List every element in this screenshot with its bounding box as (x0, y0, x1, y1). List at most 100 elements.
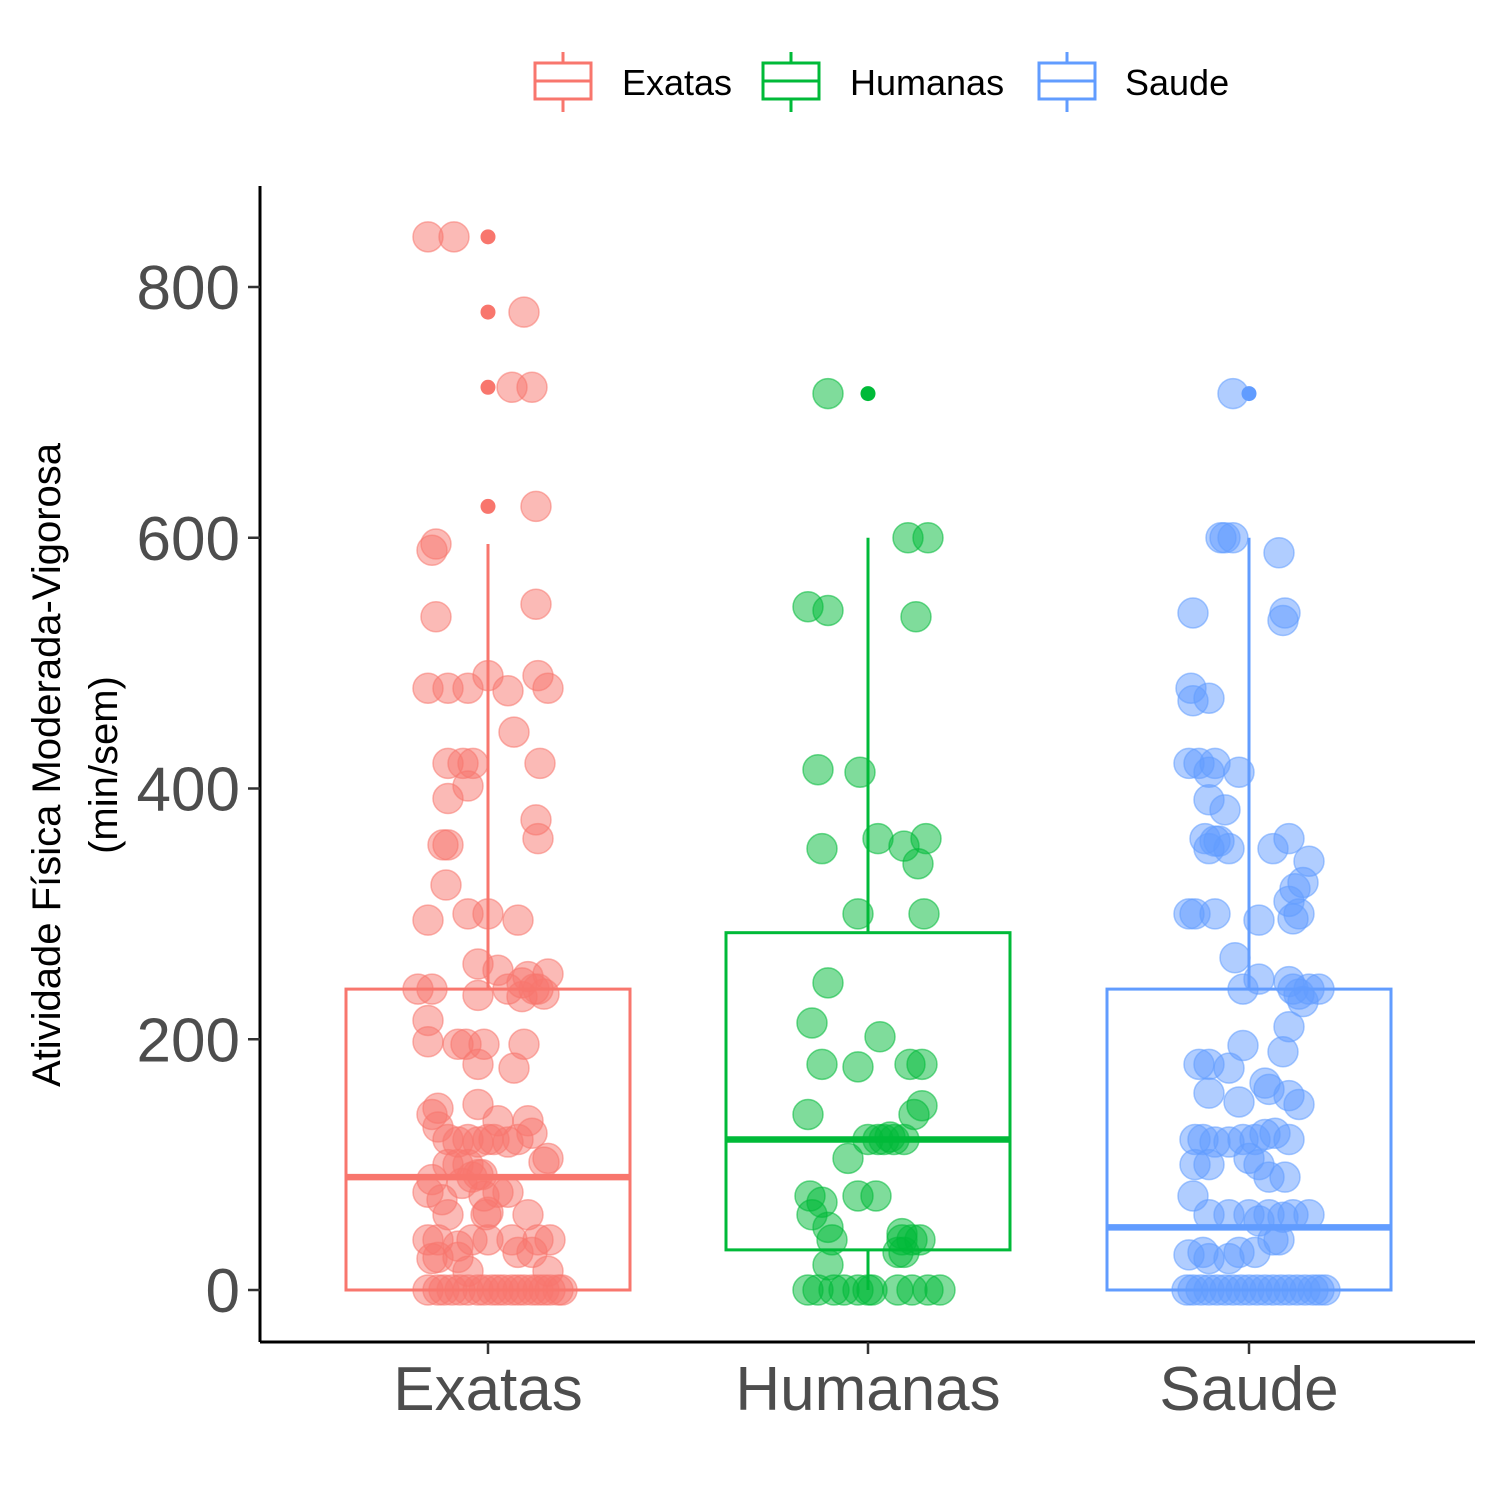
jitter-point (1287, 985, 1319, 1018)
x-tick-label: Humanas (735, 1355, 1000, 1424)
jitter-point (892, 522, 924, 554)
axes: 0 200 400 600 800 Exatas Humanas Saude (137, 186, 1475, 1424)
outlier-point (1241, 386, 1257, 402)
jitter-point (806, 1048, 838, 1081)
jitter-point (520, 588, 552, 620)
jitter-point (842, 898, 874, 930)
jitter-point (1267, 604, 1299, 637)
legend-label: Saude (1125, 62, 1229, 103)
jitter-point (888, 1236, 920, 1269)
jitter-point (524, 747, 556, 780)
jitter-point (792, 1098, 824, 1131)
jitter-point (1213, 832, 1245, 865)
jitter-point (1269, 1161, 1301, 1193)
jitter-point (924, 1274, 956, 1306)
legend-label: Humanas (850, 62, 1004, 103)
jitter-point (1273, 1123, 1305, 1156)
y-tick-label: 800 (137, 254, 240, 323)
jitter-point (522, 822, 554, 855)
jitter-point (412, 1026, 444, 1058)
outlier-point (860, 386, 876, 402)
jitter-point (802, 753, 834, 786)
box-humanas (724, 386, 1012, 1290)
jitter-point (492, 674, 524, 707)
y-tick-label: 200 (137, 1006, 240, 1075)
outlier-point (480, 304, 496, 320)
jitter-point (906, 1089, 938, 1122)
jitter-point (532, 672, 564, 704)
jitter-point (506, 980, 538, 1013)
box-saude (1105, 386, 1393, 1292)
jitter-point (498, 1052, 530, 1084)
jitter-point (1219, 942, 1251, 974)
box-iqr (1105, 987, 1393, 1292)
legend-item-humanas: Humanas (761, 52, 1004, 112)
jitter-point (1223, 1086, 1255, 1118)
jitter-point (502, 904, 534, 936)
jitter-point (900, 600, 932, 633)
legend: Exatas Humanas Saude (533, 52, 1229, 112)
box-iqr (724, 931, 1012, 1252)
legend-label: Exatas (622, 62, 732, 103)
jitter-point (1287, 866, 1319, 899)
jitter-point (1273, 822, 1305, 855)
jitter-point (498, 716, 530, 748)
y-tick-label: 600 (137, 505, 240, 574)
jitter-point (1193, 1148, 1225, 1181)
outlier-point (480, 379, 496, 395)
jitter-point (420, 600, 452, 633)
jitter-point (812, 377, 844, 410)
jitter-point (430, 869, 462, 901)
box-exatas (344, 229, 632, 1292)
jitter-point (1267, 1036, 1299, 1068)
outlier-point (480, 229, 496, 245)
jitter-point (1223, 756, 1255, 788)
jitter-point (860, 1180, 892, 1212)
jitter-point (1193, 1077, 1225, 1109)
jitter-point (1227, 1029, 1259, 1062)
jitter-point (812, 967, 844, 999)
jitter-point (438, 221, 470, 253)
jitter-point (908, 898, 940, 930)
x-tick-label: Saude (1159, 1355, 1338, 1424)
jitter-point (520, 490, 552, 523)
jitter-point (496, 371, 528, 404)
jitter-point (416, 1242, 448, 1275)
y-tick-label: 400 (137, 756, 240, 825)
jitter-point (1217, 522, 1249, 554)
jitter-point (1263, 537, 1295, 569)
jitter-point (468, 1028, 500, 1061)
jitter-point (427, 829, 459, 861)
jitter-point (1209, 794, 1241, 826)
jitter-point (812, 594, 844, 627)
jitter-point (832, 1142, 864, 1175)
jitter-point (1243, 904, 1275, 936)
boxes-layer (344, 229, 1393, 1292)
jitter-point (1199, 898, 1231, 930)
jitter-point (806, 832, 838, 865)
jitter-point (906, 1048, 938, 1081)
jitter-point (516, 1117, 548, 1150)
jitter-point (910, 822, 942, 855)
jitter-point (508, 296, 540, 328)
jitter-point (452, 770, 484, 802)
x-tick-label: Exatas (393, 1355, 583, 1424)
y-tick-label: 0 (206, 1257, 240, 1326)
outlier-point (480, 498, 496, 514)
jitter-point (1213, 1052, 1245, 1084)
jitter-point (416, 534, 448, 567)
jitter-point (472, 1196, 504, 1229)
y-axis-title-line1: Atividade Física Moderada-Vigorosa (25, 442, 69, 1087)
jitter-point (1283, 1088, 1315, 1121)
box-iqr (344, 987, 632, 1292)
jitter-point (1193, 682, 1225, 714)
jitter-point (864, 1020, 896, 1053)
jitter-point (1177, 597, 1209, 629)
jitter-point (532, 1142, 564, 1175)
jitter-point (844, 756, 876, 788)
jitter-point (412, 904, 444, 936)
jitter-point (842, 1051, 874, 1083)
y-axis-title-line2: (min/sem) (82, 676, 126, 854)
legend-item-exatas: Exatas (533, 52, 732, 112)
